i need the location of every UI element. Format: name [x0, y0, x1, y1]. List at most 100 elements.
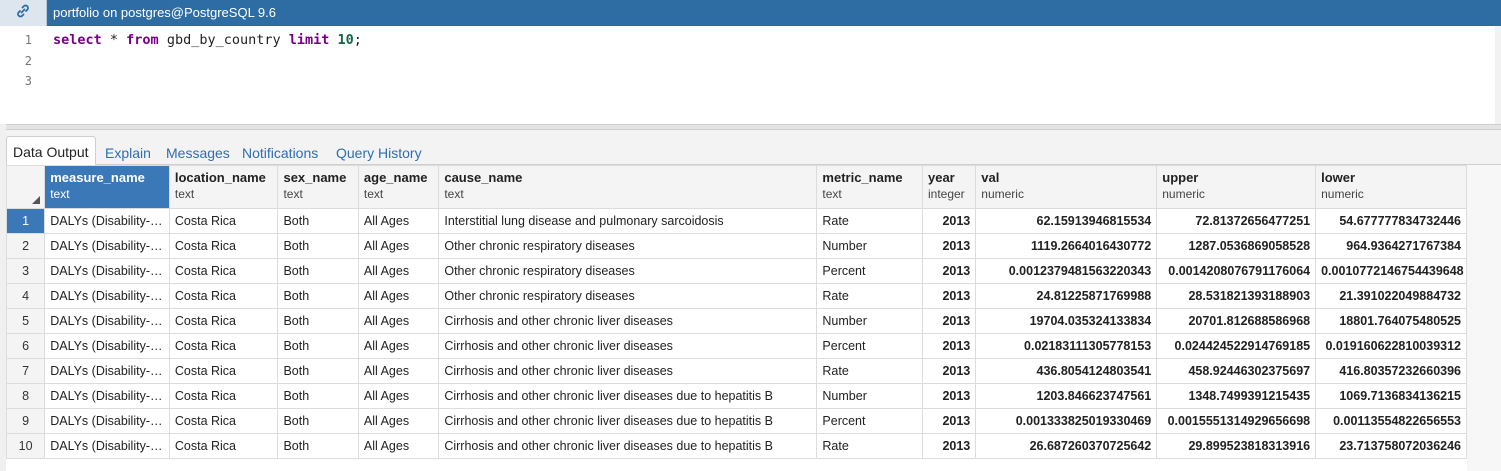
column-header-lower[interactable]: lower numeric	[1315, 165, 1467, 209]
cell-location-name[interactable]: Costa Rica	[168, 208, 279, 234]
editor-scrollbar[interactable]	[1495, 26, 1501, 124]
cell-location-name[interactable]: Costa Rica	[168, 383, 279, 409]
cell-metric-name[interactable]: Rate	[816, 283, 923, 309]
cell-sex-name[interactable]: Both	[277, 433, 359, 459]
cell-val[interactable]: 0.02183111305778153	[975, 333, 1158, 359]
table-row[interactable]: 6 DALYs (Disability-A... Costa Rica Both All…	[5, 333, 1467, 359]
table-row[interactable]: 2 DALYs (Disability-A... Costa Rica Both All…	[5, 233, 1467, 259]
column-header-sex-name[interactable]: sex_name text	[277, 165, 359, 209]
column-header-year[interactable]: year integer	[921, 165, 977, 209]
cell-age-name[interactable]: All Ages	[357, 383, 440, 409]
cell-location-name[interactable]: Costa Rica	[168, 333, 279, 359]
cell-lower[interactable]: 54.677777834732446	[1315, 208, 1467, 234]
cell-val[interactable]: 24.81225871769988	[975, 283, 1158, 309]
cell-metric-name[interactable]: Percent	[816, 333, 923, 359]
cell-sex-name[interactable]: Both	[277, 308, 359, 334]
cell-cause-name[interactable]: Other chronic respiratory diseases	[438, 283, 818, 309]
cell-cause-name[interactable]: Cirrhosis and other chronic liver diseas…	[438, 308, 818, 334]
cell-val[interactable]: 1203.846623747561	[975, 383, 1158, 409]
cell-year[interactable]: 2013	[921, 283, 977, 309]
column-header-measure-name[interactable]: measure_name text	[44, 165, 170, 209]
row-number[interactable]: 9	[5, 408, 46, 434]
tab-data-output[interactable]: Data Output	[6, 136, 96, 166]
cell-location-name[interactable]: Costa Rica	[168, 308, 279, 334]
row-number[interactable]: 10	[5, 433, 46, 459]
cell-sex-name[interactable]: Both	[277, 408, 359, 434]
cell-upper[interactable]: 28.531821393188903	[1156, 283, 1317, 309]
cell-metric-name[interactable]: Number	[816, 383, 923, 409]
table-row[interactable]: 1 DALYs (Disability-A... Costa Rica Both All…	[5, 208, 1467, 234]
cell-upper[interactable]: 0.0014208076791176064	[1156, 258, 1317, 284]
cell-upper[interactable]: 29.899523818313916	[1156, 433, 1317, 459]
row-number[interactable]: 7	[5, 358, 46, 384]
cell-lower[interactable]: 0.0010772146754439648	[1315, 258, 1467, 284]
cell-metric-name[interactable]: Rate	[816, 208, 923, 234]
cell-sex-name[interactable]: Both	[277, 208, 359, 234]
cell-lower[interactable]: 964.9364271767384	[1315, 233, 1467, 259]
row-number[interactable]: 6	[5, 333, 46, 359]
cell-measure-name[interactable]: DALYs (Disability-A...	[44, 433, 170, 459]
row-number[interactable]: 5	[5, 308, 46, 334]
column-header-age-name[interactable]: age_name text	[357, 165, 440, 209]
cell-cause-name[interactable]: Cirrhosis and other chronic liver diseas…	[438, 433, 818, 459]
row-number[interactable]: 1	[5, 208, 46, 234]
cell-measure-name[interactable]: DALYs (Disability-A...	[44, 358, 170, 384]
cell-metric-name[interactable]: Number	[816, 233, 923, 259]
cell-lower[interactable]: 18801.764075480525	[1315, 308, 1467, 334]
cell-year[interactable]: 2013	[921, 208, 977, 234]
cell-age-name[interactable]: All Ages	[357, 408, 440, 434]
column-header-metric-name[interactable]: metric_name text	[816, 165, 923, 209]
tab-notifications[interactable]: Notifications	[242, 145, 319, 161]
cell-metric-name[interactable]: Rate	[816, 433, 923, 459]
cell-measure-name[interactable]: DALYs (Disability-A...	[44, 308, 170, 334]
cell-measure-name[interactable]: DALYs (Disability-A...	[44, 208, 170, 234]
row-number[interactable]: 2	[5, 233, 46, 259]
cell-cause-name[interactable]: Cirrhosis and other chronic liver diseas…	[438, 383, 818, 409]
cell-measure-name[interactable]: DALYs (Disability-A...	[44, 283, 170, 309]
cell-val[interactable]: 62.15913946815534	[975, 208, 1158, 234]
cell-age-name[interactable]: All Ages	[357, 308, 440, 334]
column-header-upper[interactable]: upper numeric	[1156, 165, 1317, 209]
cell-sex-name[interactable]: Both	[277, 358, 359, 384]
cell-location-name[interactable]: Costa Rica	[168, 283, 279, 309]
cell-sex-name[interactable]: Both	[277, 233, 359, 259]
row-number[interactable]: 4	[5, 283, 46, 309]
cell-year[interactable]: 2013	[921, 433, 977, 459]
cell-lower[interactable]: 0.019160622810039312	[1315, 333, 1467, 359]
cell-measure-name[interactable]: DALYs (Disability-A...	[44, 333, 170, 359]
cell-lower[interactable]: 416.80357232660396	[1315, 358, 1467, 384]
cell-lower[interactable]: 23.713758072036246	[1315, 433, 1467, 459]
cell-location-name[interactable]: Costa Rica	[168, 258, 279, 284]
cell-cause-name[interactable]: Interstitial lung disease and pulmonary …	[438, 208, 818, 234]
cell-sex-name[interactable]: Both	[277, 333, 359, 359]
cell-age-name[interactable]: All Ages	[357, 358, 440, 384]
tab-messages[interactable]: Messages	[166, 145, 230, 161]
tab-query-history[interactable]: Query History	[336, 145, 422, 161]
cell-age-name[interactable]: All Ages	[357, 208, 440, 234]
cell-sex-name[interactable]: Both	[277, 383, 359, 409]
cell-year[interactable]: 2013	[921, 308, 977, 334]
cell-year[interactable]: 2013	[921, 258, 977, 284]
column-header-val[interactable]: val numeric	[975, 165, 1158, 209]
row-number[interactable]: 8	[5, 383, 46, 409]
cell-cause-name[interactable]: Cirrhosis and other chronic liver diseas…	[438, 333, 818, 359]
table-row[interactable]: 9 DALYs (Disability-A... Costa Rica Both All…	[5, 408, 1467, 434]
cell-upper[interactable]: 458.92446302375697	[1156, 358, 1317, 384]
cell-year[interactable]: 2013	[921, 333, 977, 359]
cell-measure-name[interactable]: DALYs (Disability-A...	[44, 258, 170, 284]
tab-explain[interactable]: Explain	[105, 145, 151, 161]
cell-val[interactable]: 1119.2664016430772	[975, 233, 1158, 259]
cell-measure-name[interactable]: DALYs (Disability-A...	[44, 408, 170, 434]
table-row[interactable]: 10 DALYs (Disability-A... Costa Rica Both Al…	[5, 433, 1467, 459]
cell-lower[interactable]: 21.391022049884732	[1315, 283, 1467, 309]
table-row[interactable]: 7 DALYs (Disability-A... Costa Rica Both All…	[5, 358, 1467, 384]
cell-cause-name[interactable]: Other chronic respiratory diseases	[438, 258, 818, 284]
table-row[interactable]: 8 DALYs (Disability-A... Costa Rica Both All…	[5, 383, 1467, 409]
cell-measure-name[interactable]: DALYs (Disability-A...	[44, 233, 170, 259]
cell-age-name[interactable]: All Ages	[357, 333, 440, 359]
cell-upper[interactable]: 0.024424522914769185	[1156, 333, 1317, 359]
cell-lower[interactable]: 0.00113554822656553	[1315, 408, 1467, 434]
cell-val[interactable]: 0.0012379481563220343	[975, 258, 1158, 284]
table-row[interactable]: 3 DALYs (Disability-A... Costa Rica Both All…	[5, 258, 1467, 284]
cell-val[interactable]: 0.001333825019330469	[975, 408, 1158, 434]
